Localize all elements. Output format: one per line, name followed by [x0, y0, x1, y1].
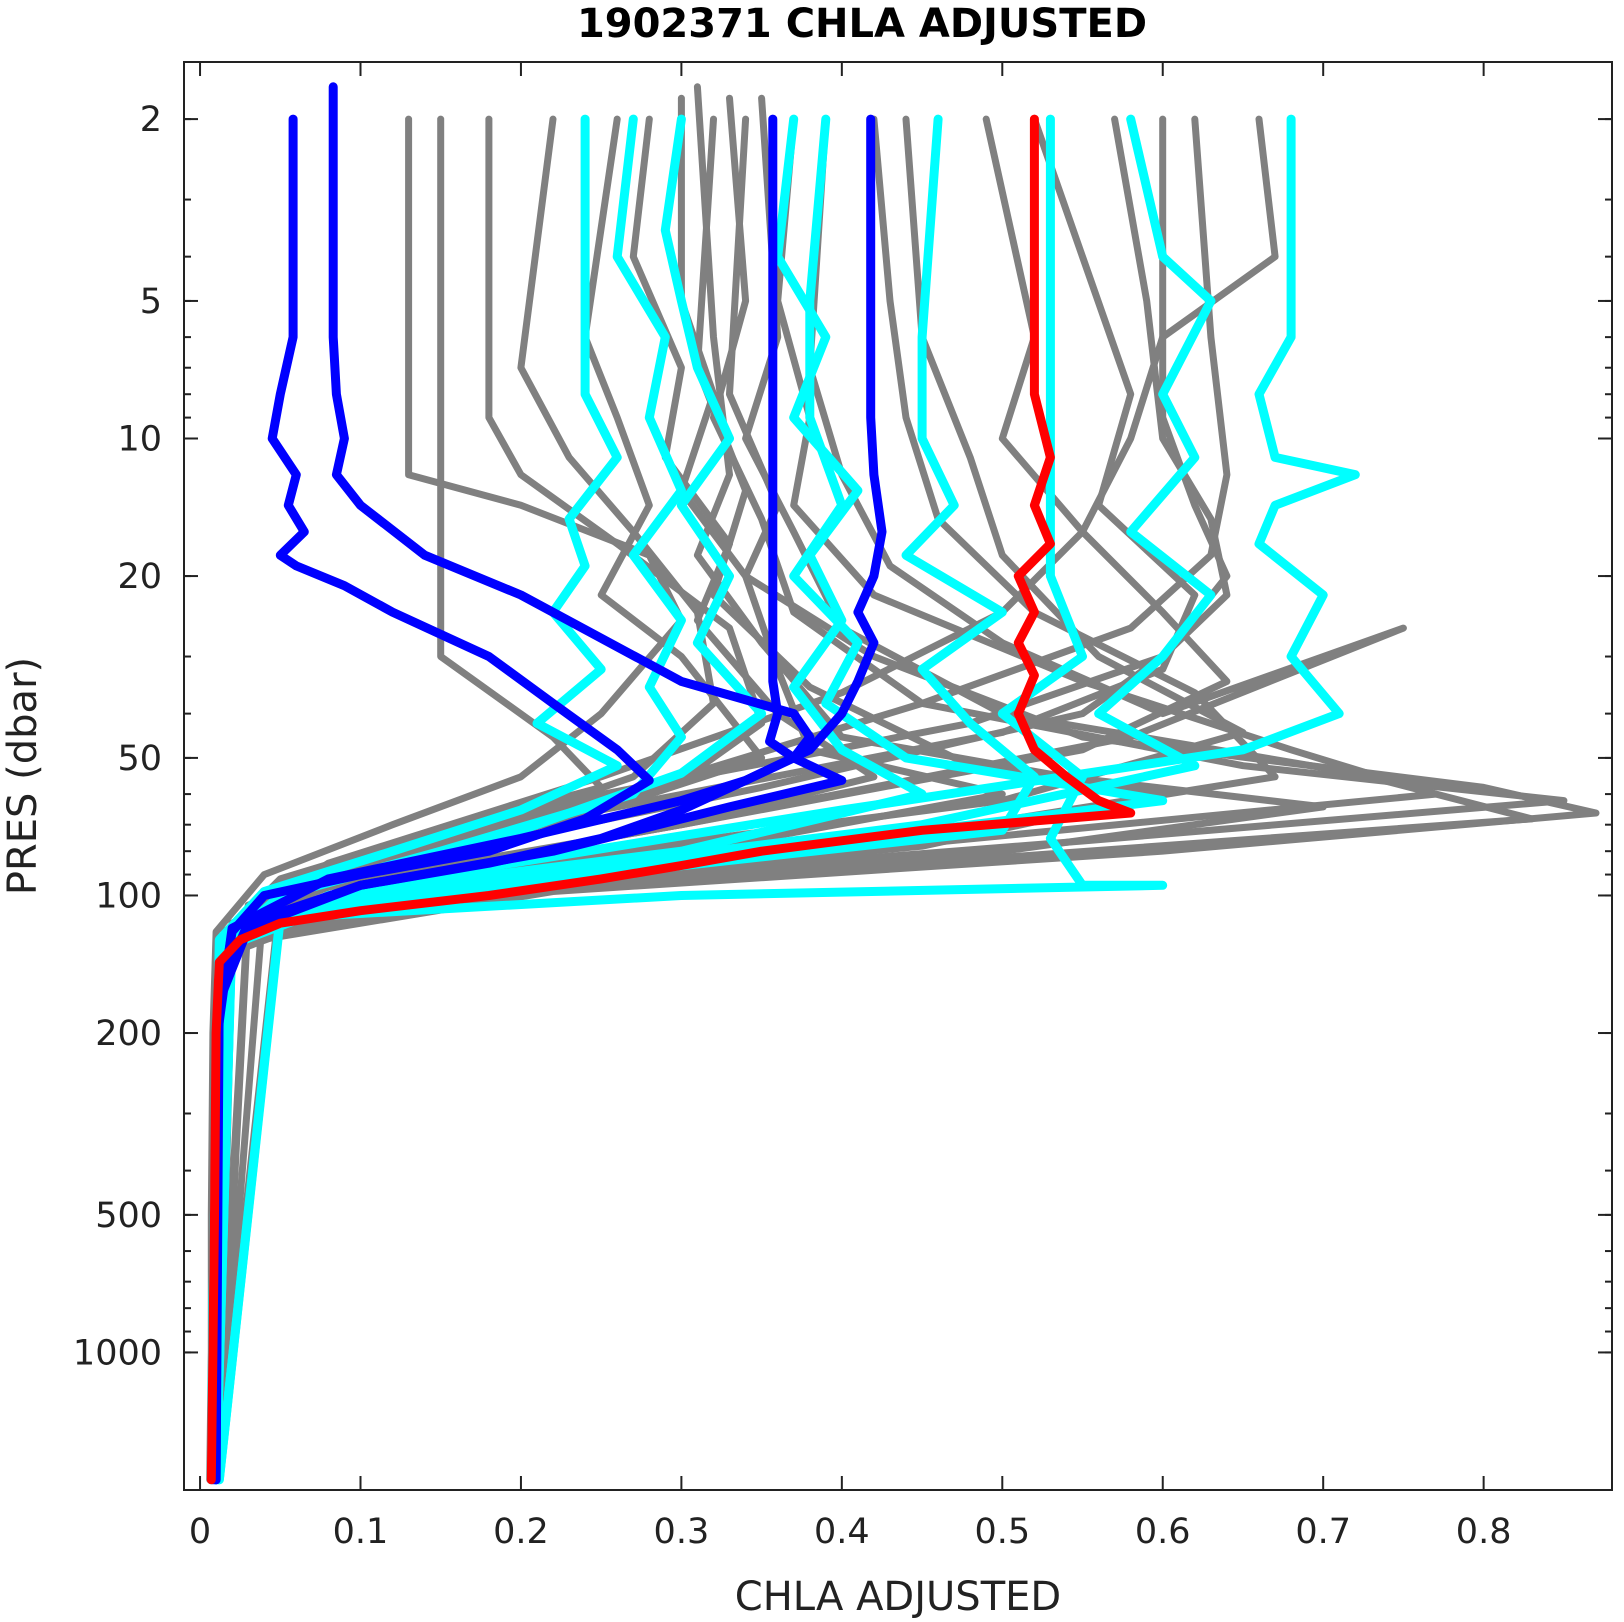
x-tick-label: 0.1 — [333, 1512, 389, 1552]
y-tick-label: 20 — [117, 557, 162, 597]
y-tick-label: 100 — [95, 876, 162, 916]
y-tick-label: 500 — [95, 1196, 162, 1236]
chart-title: 1902371 CHLA ADJUSTED — [577, 1, 1147, 47]
x-axis-label: CHLA ADJUSTED — [735, 1574, 1061, 1620]
y-tick-label: 200 — [95, 1014, 162, 1054]
x-tick-label: 0.2 — [493, 1512, 549, 1552]
profile-line-history-19 — [212, 115, 1231, 1484]
y-tick-label: 5 — [140, 282, 162, 322]
x-tick-label: 0.5 — [974, 1512, 1030, 1552]
x-tick-label: 0.8 — [1456, 1512, 1512, 1552]
x-tick-label: 0.3 — [654, 1512, 710, 1552]
x-tick-label: 0 — [189, 1512, 211, 1552]
profile-line-recent-30 — [211, 114, 1360, 1485]
y-tick-label: 2 — [140, 100, 162, 140]
y-axis-label: PRES (dbar) — [0, 657, 46, 895]
x-tick-label: 0.4 — [814, 1512, 870, 1552]
y-tick-label: 1000 — [73, 1333, 162, 1373]
y-tick-label: 10 — [117, 420, 162, 460]
x-tick-label: 0.6 — [1135, 1512, 1191, 1552]
x-tick-label: 0.7 — [1295, 1512, 1351, 1552]
y-tick-label: 50 — [117, 739, 162, 779]
profile-line-recent-28 — [214, 114, 1168, 1485]
profile-line-recent-29 — [211, 114, 1216, 1485]
ticks-layer — [184, 62, 1612, 1491]
plot-frame — [183, 61, 1613, 1491]
tick-labels-layer: 0 0.1 0.2 0.3 0.4 0.5 0.6 0.7 0.8 2 5 10 20 50 100 200 5… — [73, 100, 1512, 1552]
series-layer — [206, 82, 1600, 1485]
profile-line-latest-35 — [206, 114, 1136, 1485]
profile-line-previous-34 — [211, 114, 887, 1485]
